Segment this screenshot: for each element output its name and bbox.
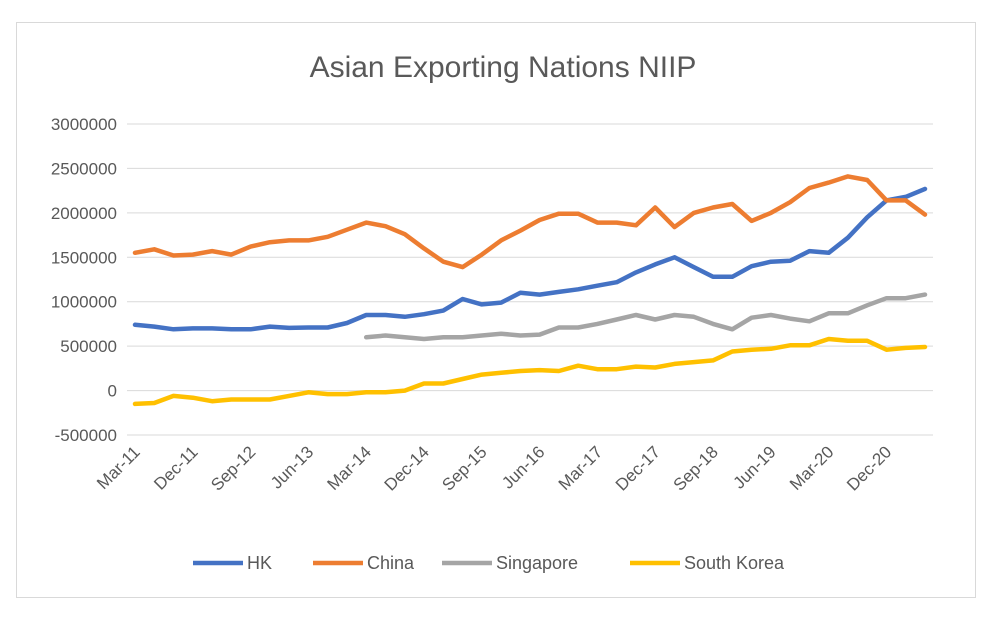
x-tick-label: Sep-15 [438, 442, 490, 494]
x-tick-label: Mar-11 [93, 442, 144, 493]
x-tick-label: Dec-14 [381, 442, 433, 494]
y-tick-label: 2000000 [51, 204, 117, 223]
legend-label-south-korea: South Korea [684, 553, 785, 573]
legend-label-singapore: Singapore [496, 553, 578, 573]
chart-title: Asian Exporting Nations NIIP [310, 51, 697, 84]
y-tick-label: -500000 [55, 426, 117, 445]
gridlines [127, 123, 933, 436]
y-tick-label: 0 [108, 382, 117, 401]
chart-frame: Asian Exporting Nations NIIP 3000000 2500… [16, 22, 976, 598]
y-axis: 3000000 2500000 2000000 1500000 1000000 50000… [51, 115, 117, 445]
series-line-south-korea [132, 336, 928, 407]
series-line-hk [132, 186, 928, 332]
legend: HK China Singapore South Korea [193, 553, 785, 573]
y-tick-label: 1000000 [51, 293, 117, 312]
x-tick-label: Jun-16 [498, 442, 548, 492]
x-tick-label: Sep-12 [207, 442, 259, 494]
line-chart: Asian Exporting Nations NIIP 3000000 2500… [51, 51, 933, 573]
legend-label-hk: HK [247, 553, 272, 573]
series-lines [132, 174, 928, 407]
x-tick-label: Dec-11 [150, 442, 201, 493]
x-tick-label: Jun-13 [267, 442, 317, 492]
x-tick-label: Jun-19 [729, 442, 779, 492]
y-tick-label: 500000 [60, 337, 117, 356]
x-tick-label: Mar-17 [555, 442, 607, 494]
x-tick-label: Sep-18 [670, 442, 722, 494]
x-tick-label: Dec-17 [612, 442, 664, 494]
series-line-china [132, 174, 928, 270]
y-tick-label: 2500000 [51, 159, 117, 178]
x-axis: Mar-11 Dec-11 Sep-12 Jun-13 Mar-14 Dec-14 Sep-… [93, 442, 895, 494]
legend-label-china: China [367, 553, 415, 573]
x-tick-label: Dec-20 [843, 442, 895, 494]
x-tick-label: Mar-14 [324, 442, 376, 494]
y-tick-label: 1500000 [51, 248, 117, 267]
x-tick-label: Mar-20 [786, 442, 838, 494]
y-tick-label: 3000000 [51, 115, 117, 134]
series-line-singapore [363, 292, 928, 342]
